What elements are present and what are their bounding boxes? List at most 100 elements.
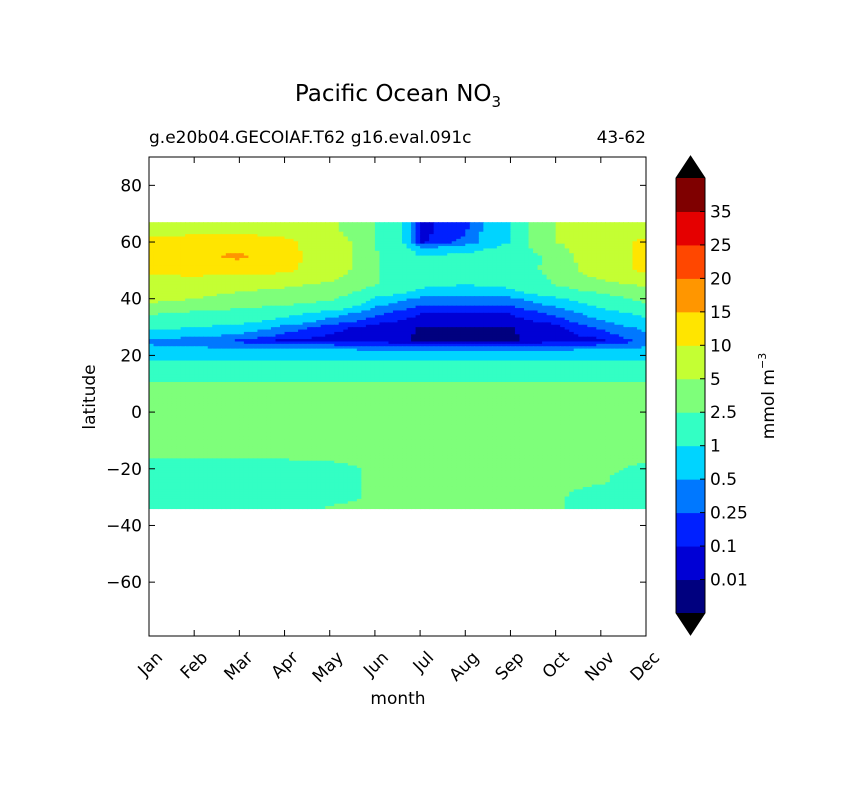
- contour-cell: [185, 241, 191, 245]
- contour-cell: [641, 241, 646, 245]
- contour-cell: [343, 222, 349, 226]
- contour-cell: [510, 246, 516, 250]
- contour-cell: [514, 248, 521, 252]
- contour-cell: [546, 241, 552, 245]
- contour-cell: [505, 253, 512, 257]
- contour-cell: [438, 234, 444, 238]
- contour-cell: [560, 231, 566, 235]
- contour-cell: [501, 231, 507, 235]
- contour-cell: [456, 250, 462, 254]
- contour-cell: [189, 224, 195, 228]
- contour-cell: [569, 229, 575, 233]
- contour-cell: [243, 238, 249, 242]
- contour-cell: [180, 250, 186, 254]
- contour-cell: [275, 231, 281, 235]
- contour-cell: [546, 222, 552, 226]
- contour-cell: [492, 243, 498, 247]
- contour-cell: [392, 236, 399, 240]
- contour-cell: [555, 238, 561, 242]
- contour-cell: [623, 248, 629, 252]
- contour-cell: [560, 234, 566, 238]
- contour-cell: [411, 246, 417, 250]
- contour-cell: [442, 248, 448, 252]
- contour-cell: [329, 248, 335, 252]
- contour-cell: [483, 250, 489, 254]
- contour-cell: [257, 255, 263, 259]
- contour-cell: [270, 250, 277, 254]
- contour-cell: [361, 253, 367, 257]
- contour-cell: [243, 236, 249, 240]
- contour-cell: [320, 229, 326, 233]
- contour-cell: [293, 248, 299, 252]
- contour-cell: [564, 222, 570, 226]
- contour-cell: [352, 248, 358, 252]
- contour-cell: [316, 243, 322, 247]
- contour-cell: [537, 250, 543, 254]
- contour-cell: [397, 229, 403, 233]
- contour-cell: [627, 229, 634, 233]
- contour-cell: [632, 243, 638, 247]
- contour-cell: [614, 246, 620, 250]
- contour-cell: [329, 234, 335, 238]
- contour-cell: [456, 246, 462, 250]
- contour-cell: [289, 255, 295, 259]
- contour-cell: [447, 243, 453, 247]
- contour-cell: [609, 246, 615, 250]
- contour-cell: [270, 253, 277, 257]
- contour-cell: [225, 229, 231, 233]
- contour-cell: [501, 241, 507, 245]
- contour-cell: [167, 238, 173, 242]
- contour-cell: [257, 231, 263, 235]
- contour-cell: [352, 231, 358, 235]
- contour-cell: [149, 224, 155, 228]
- contour-cell: [361, 226, 367, 230]
- contour-cell: [388, 236, 394, 240]
- contour-cell: [266, 236, 272, 240]
- contour-cell: [546, 250, 552, 254]
- contour-cell: [347, 222, 353, 226]
- contour-cell: [311, 243, 317, 247]
- contour-cell: [524, 238, 530, 242]
- contour-cell: [198, 246, 204, 250]
- contour-cell: [289, 234, 295, 238]
- contour-cell: [600, 229, 606, 233]
- contour-cell: [302, 238, 308, 242]
- contour-cell: [442, 250, 448, 254]
- contour-cell: [641, 222, 646, 226]
- contour-cell: [370, 246, 376, 250]
- contour-cell: [347, 224, 353, 228]
- contour-cell: [478, 222, 484, 226]
- contour-cell: [510, 226, 516, 230]
- contour-cell: [320, 231, 326, 235]
- contour-cell: [212, 234, 218, 238]
- contour-cell: [483, 241, 489, 245]
- contour-cell: [469, 248, 475, 252]
- contour-cell: [614, 234, 620, 238]
- contour-cell: [433, 241, 439, 245]
- contour-cell: [533, 236, 539, 240]
- contour-cell: [501, 246, 507, 250]
- contour-cell: [361, 231, 367, 235]
- contour-cell: [636, 224, 643, 228]
- contour-cell: [397, 241, 403, 245]
- contour-cell: [207, 236, 213, 240]
- contour-cell: [234, 255, 240, 259]
- contour-cell: [596, 226, 602, 230]
- contour-cell: [374, 234, 381, 238]
- contour-cell: [270, 255, 277, 259]
- contour-cell: [555, 243, 561, 247]
- contour-cell: [252, 255, 259, 259]
- contour-cell: [487, 226, 493, 230]
- contour-cell: [641, 238, 646, 242]
- contour-cell: [465, 224, 471, 228]
- contour-cell: [411, 243, 417, 247]
- contour-cell: [442, 241, 448, 245]
- contour-cell: [266, 234, 272, 238]
- contour-cell: [569, 248, 575, 252]
- contour-cell: [636, 246, 643, 250]
- contour-cell: [429, 222, 435, 226]
- contour-cell: [546, 238, 552, 242]
- contour-cell: [248, 253, 254, 257]
- contour-cell: [325, 234, 331, 238]
